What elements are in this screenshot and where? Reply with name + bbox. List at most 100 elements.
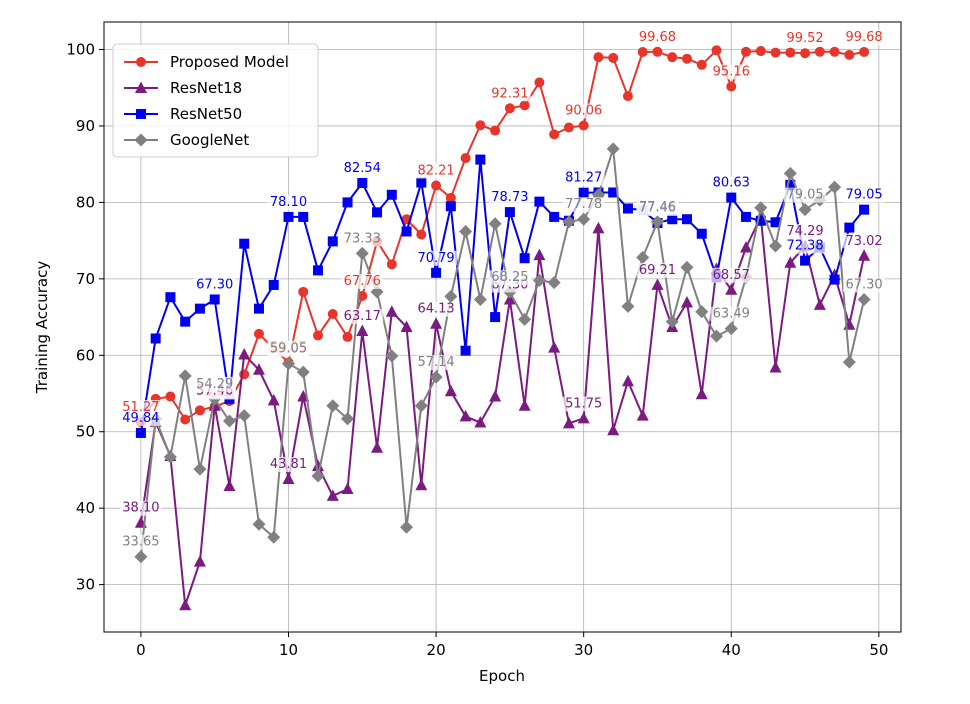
data-label: 80.63	[713, 176, 750, 191]
data-label-bg	[341, 160, 384, 176]
data-point-resnet18	[813, 298, 826, 310]
data-point-resnet18	[740, 241, 753, 253]
data-point-resnet50	[534, 196, 545, 207]
data-label: 74.29	[786, 224, 823, 239]
data-label: 64.13	[417, 302, 454, 317]
data-point-resnet18	[238, 348, 251, 360]
data-point-resnet50	[785, 179, 796, 190]
data-point-resnet50	[504, 207, 515, 218]
data-point-googlenet	[252, 517, 266, 531]
data-point-resnet18	[858, 249, 871, 261]
y-tick-label: 100	[66, 41, 95, 59]
data-label: 90.06	[565, 104, 602, 119]
x-tick-label: 30	[574, 641, 593, 659]
data-point-resnet18	[636, 409, 649, 421]
data-point-resnet50	[549, 211, 560, 222]
data-point-resnet18	[252, 363, 265, 375]
legend-label-resnet50: ResNet50	[170, 105, 242, 123]
data-label: 57.14	[417, 355, 454, 370]
data-point-resnet50	[726, 192, 737, 203]
data-point-resnet50	[490, 312, 501, 323]
data-label-bg	[784, 238, 827, 254]
x-axis-label: Epoch	[479, 667, 525, 685]
data-label: 72.38	[786, 239, 823, 254]
data-point-resnet18	[607, 423, 620, 436]
data-label-bg	[562, 396, 605, 412]
data-point-resnet50	[253, 303, 264, 314]
data-point-resnet50	[268, 279, 279, 290]
data-label-bg	[193, 376, 236, 392]
data-point-resnet18	[312, 459, 325, 472]
data-label: 81.27	[565, 171, 602, 186]
data-label: 78.73	[491, 190, 528, 205]
data-point-resnet50	[357, 177, 368, 188]
data-point-googlenet	[193, 462, 207, 476]
data-label-bg	[415, 355, 458, 371]
data-label: 79.05	[845, 188, 882, 203]
data-point-proposed-model	[726, 81, 737, 92]
data-point-resnet18	[769, 361, 782, 373]
legend-marker-resnet50	[136, 109, 146, 119]
data-point-googlenet	[636, 250, 650, 264]
data-label-bg	[415, 301, 458, 317]
data-label-bg	[341, 309, 384, 325]
data-point-proposed-model	[800, 48, 811, 59]
series-line-resnet18	[139, 215, 866, 607]
data-label: 78.10	[270, 195, 307, 210]
legend-marker-resnet18	[135, 81, 147, 93]
data-point-googlenet	[798, 203, 812, 217]
data-point-resnet50	[859, 204, 870, 215]
data-point-resnet50	[313, 265, 324, 276]
data-point-resnet50	[150, 333, 161, 344]
data-point-resnet50	[372, 207, 383, 218]
data-label: 95.16	[713, 65, 750, 80]
data-label: 67.30	[196, 277, 233, 292]
data-point-resnet18	[193, 555, 206, 567]
data-label: 63.49	[713, 307, 750, 322]
data-point-resnet18	[356, 324, 369, 337]
data-point-googlenet	[473, 292, 487, 306]
data-point-proposed-model	[696, 59, 707, 70]
data-point-resnet50	[608, 187, 619, 198]
data-label: 70.79	[417, 251, 454, 266]
data-point-resnet50	[460, 345, 471, 356]
series-proposed-model	[135, 45, 870, 428]
data-point-googlenet	[237, 409, 251, 423]
data-point-resnet50	[165, 292, 176, 303]
data-label: 77.46	[639, 200, 676, 215]
data-point-proposed-model	[327, 309, 338, 320]
data-point-googlenet	[783, 166, 797, 180]
data-label: 68.57	[713, 268, 750, 283]
data-point-googlenet	[577, 212, 591, 226]
data-point-resnet18	[489, 390, 502, 402]
x-tick-label: 10	[279, 641, 298, 659]
data-point-proposed-model	[180, 414, 191, 425]
legend-label-resnet18: ResNet18	[170, 79, 242, 97]
data-point-googlenet	[665, 315, 679, 329]
data-label: 69.21	[639, 263, 676, 278]
y-tick-label: 50	[76, 423, 95, 441]
data-label: 49.84	[122, 411, 159, 426]
data-point-proposed-model	[608, 52, 619, 63]
data-point-resnet50	[800, 255, 811, 266]
data-point-proposed-model	[298, 286, 309, 297]
data-point-proposed-model	[460, 153, 471, 164]
data-label-bg	[267, 457, 310, 473]
data-point-resnet18	[518, 399, 531, 411]
data-point-googlenet	[488, 217, 502, 231]
data-point-googlenet	[650, 215, 664, 229]
data-point-proposed-model	[253, 328, 264, 339]
x-tick-label: 40	[722, 641, 741, 659]
data-point-proposed-model	[785, 47, 796, 58]
data-label-bg	[710, 64, 753, 80]
y-tick-label: 30	[76, 576, 95, 594]
data-label: 99.68	[639, 30, 676, 45]
data-point-resnet50	[844, 222, 855, 233]
data-point-resnet50	[416, 177, 427, 188]
data-label-bg	[415, 250, 458, 266]
data-point-googlenet	[710, 329, 724, 343]
data-point-resnet50	[239, 238, 250, 249]
x-tick-label: 20	[427, 641, 446, 659]
data-point-resnet18	[474, 416, 487, 428]
data-label-bg	[710, 306, 753, 322]
